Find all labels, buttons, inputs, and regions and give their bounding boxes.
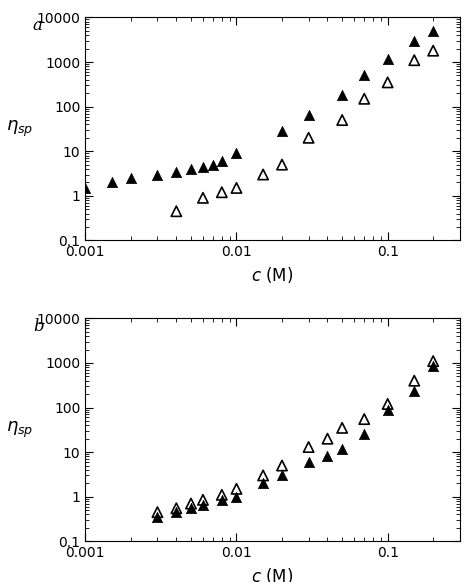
Point xyxy=(218,495,226,505)
Point xyxy=(173,207,180,216)
Point xyxy=(338,423,346,432)
Point xyxy=(154,512,161,521)
Point xyxy=(173,508,180,517)
Point xyxy=(338,444,346,453)
Point xyxy=(305,111,312,120)
Point xyxy=(324,434,331,443)
Point xyxy=(218,490,226,499)
Point xyxy=(278,461,286,470)
Point xyxy=(210,160,217,169)
Point xyxy=(187,164,195,173)
Point xyxy=(259,471,267,480)
Point xyxy=(199,501,207,510)
Point xyxy=(259,478,267,488)
Point xyxy=(199,495,207,505)
Point xyxy=(360,71,368,80)
Point xyxy=(154,508,161,517)
Y-axis label: $\eta_{sp}$: $\eta_{sp}$ xyxy=(6,119,34,139)
Point xyxy=(410,55,418,65)
Point xyxy=(233,183,240,193)
Point xyxy=(360,430,368,439)
Point xyxy=(305,133,312,143)
Point xyxy=(278,160,286,169)
Point xyxy=(429,46,437,55)
Point xyxy=(173,503,180,513)
Point xyxy=(384,399,392,409)
Point xyxy=(305,457,312,467)
Point xyxy=(305,442,312,452)
Point xyxy=(278,127,286,136)
X-axis label: $c$ (M): $c$ (M) xyxy=(251,566,294,582)
Point xyxy=(360,414,368,424)
Point xyxy=(187,503,195,513)
Point xyxy=(199,162,207,171)
Point xyxy=(429,26,437,36)
Point xyxy=(429,356,437,365)
Point xyxy=(233,492,240,501)
Point xyxy=(82,183,89,193)
Y-axis label: $\eta_{sp}$: $\eta_{sp}$ xyxy=(6,420,34,440)
Text: a: a xyxy=(33,17,43,34)
Point xyxy=(410,387,418,396)
Point xyxy=(278,471,286,480)
Point xyxy=(127,173,135,183)
Point xyxy=(199,193,207,203)
Point xyxy=(360,94,368,104)
Point xyxy=(218,187,226,197)
Point xyxy=(187,499,195,508)
Point xyxy=(338,91,346,100)
Point xyxy=(173,167,180,176)
Point xyxy=(233,148,240,158)
Point xyxy=(384,78,392,87)
Point xyxy=(233,484,240,494)
Point xyxy=(154,170,161,179)
Point xyxy=(108,178,116,187)
Point xyxy=(410,36,418,45)
X-axis label: $c$ (M): $c$ (M) xyxy=(251,265,294,285)
Point xyxy=(410,376,418,385)
Point xyxy=(218,157,226,166)
Point xyxy=(384,54,392,63)
Point xyxy=(429,361,437,371)
Point xyxy=(259,170,267,179)
Point xyxy=(384,405,392,414)
Point xyxy=(338,115,346,125)
Text: b: b xyxy=(33,318,44,335)
Point xyxy=(324,452,331,461)
